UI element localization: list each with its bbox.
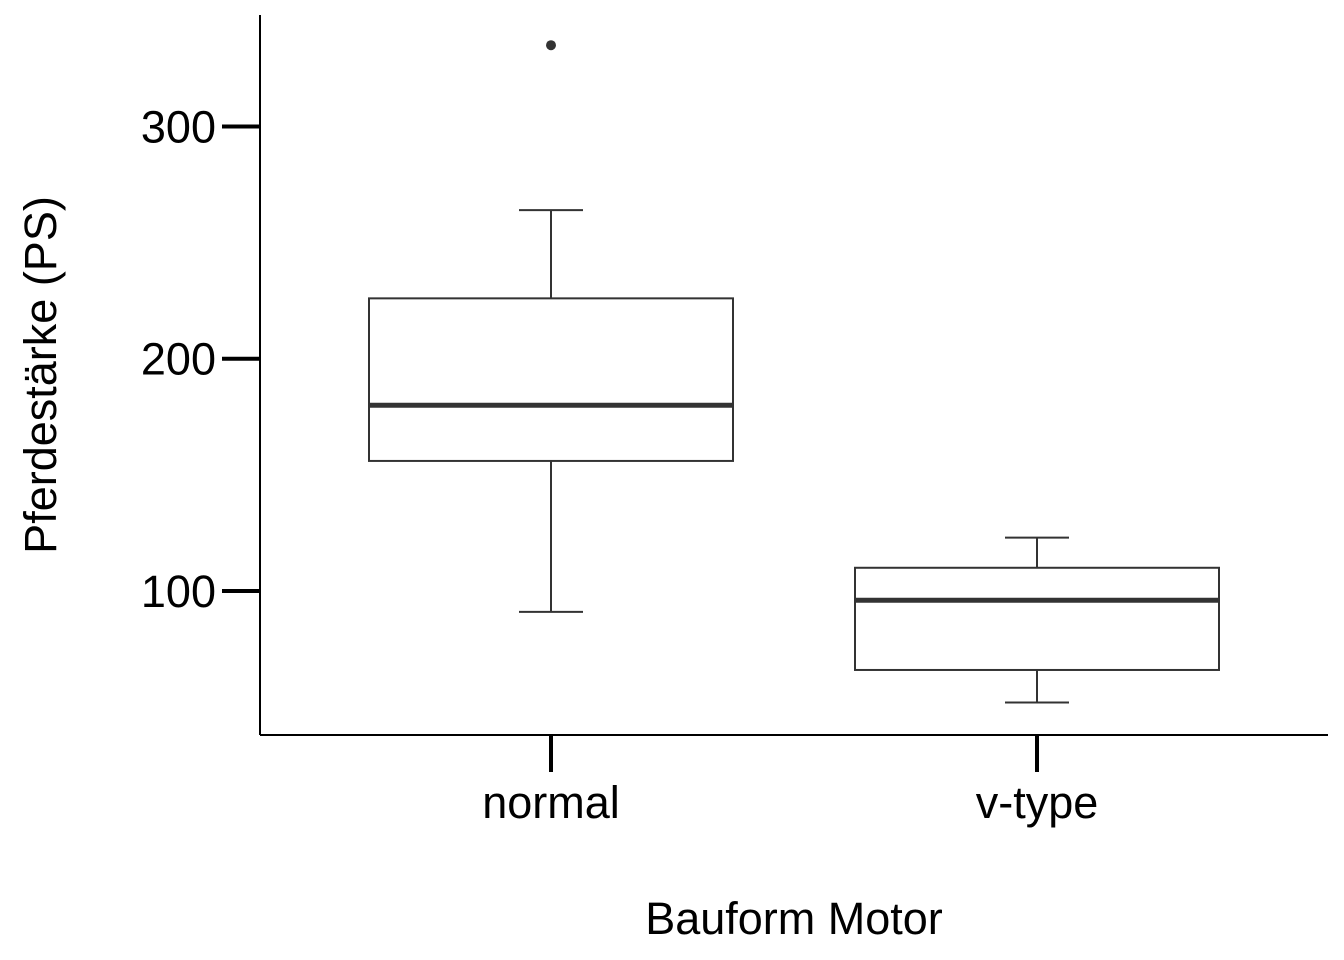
iqr-box-v-type <box>854 566 1220 671</box>
x-tick-label-normal: normal <box>482 777 620 828</box>
y-tick-label-100: 100 <box>141 566 216 617</box>
y-axis-ticks: 100 200 300 <box>141 101 260 617</box>
y-tick-label-300: 300 <box>141 101 216 152</box>
x-axis-title: Bauform Motor <box>645 893 943 944</box>
x-axis-ticks: normal v-type <box>482 735 1098 828</box>
box-normal <box>368 40 734 613</box>
box-v-type <box>854 536 1220 704</box>
plot-area <box>368 40 1220 704</box>
y-axis-title: Pferdestärke (PS) <box>15 196 66 554</box>
y-tick-label-200: 200 <box>141 334 216 385</box>
outlier-point-normal-0 <box>546 40 556 51</box>
iqr-box-normal <box>368 297 734 462</box>
x-tick-label-v-type: v-type <box>976 777 1099 828</box>
